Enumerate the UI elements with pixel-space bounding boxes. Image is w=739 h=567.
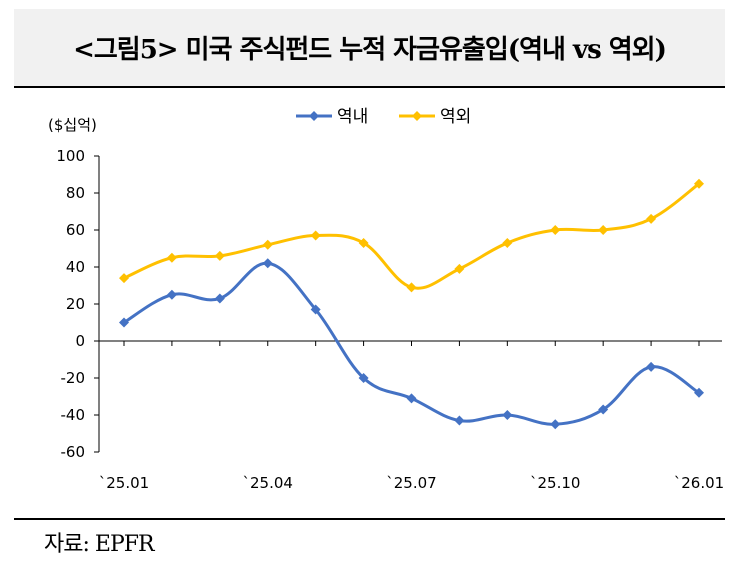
data-point-marker — [406, 282, 417, 293]
bottom-rule — [14, 518, 725, 520]
legend-label: 역내 — [337, 107, 368, 127]
data-point-marker — [598, 225, 609, 235]
unit-label: ($십억) — [48, 116, 97, 134]
data-point-marker — [358, 373, 369, 383]
data-point-marker — [406, 393, 417, 404]
data-point-marker — [454, 415, 465, 426]
data-point-marker — [646, 213, 657, 224]
data-point-marker — [550, 419, 561, 430]
y-tick-label: 0 — [75, 332, 85, 350]
y-tick-label: -20 — [61, 369, 86, 387]
data-point-marker — [502, 237, 513, 248]
y-tick-label: 80 — [66, 184, 85, 202]
y-tick-label: 20 — [66, 295, 85, 313]
legend-label: 역외 — [440, 107, 471, 127]
data-point-marker — [262, 239, 273, 250]
data-point-marker — [166, 252, 177, 263]
data-point-marker — [358, 237, 369, 248]
data-point-marker — [214, 250, 225, 261]
legend-marker — [309, 111, 319, 121]
data-point-marker — [119, 317, 129, 328]
y-tick-label: -40 — [61, 406, 86, 424]
y-tick-label: -60 — [61, 443, 86, 461]
x-tick-label: `25.01 — [99, 474, 149, 492]
data-point-marker — [310, 304, 321, 315]
top-rule — [14, 86, 725, 88]
series-line-2 — [123, 182, 700, 290]
data-point-marker — [166, 289, 177, 300]
data-point-marker — [598, 404, 609, 415]
legend-marker — [412, 111, 422, 121]
x-tick-label: `25.04 — [243, 474, 293, 492]
data-point-marker — [646, 361, 657, 372]
data-point-marker — [214, 293, 225, 304]
data-point-marker — [119, 273, 129, 284]
y-tick-label: 40 — [66, 258, 85, 276]
data-point-marker — [310, 230, 321, 241]
data-point-marker — [502, 410, 513, 420]
data-point-marker — [550, 225, 561, 235]
x-tick-label: `25.07 — [386, 474, 436, 492]
data-point-marker — [694, 387, 704, 398]
data-point-marker — [262, 258, 273, 269]
data-point-marker — [454, 263, 465, 274]
source-note: 자료: EPFR — [44, 532, 155, 557]
data-point-marker — [694, 178, 704, 189]
x-tick-label: `26.01 — [674, 474, 724, 492]
chart-title: <그림5> 미국 주식펀드 누적 자금유출입(역내 vs 역외) — [73, 35, 667, 65]
y-tick-label: 60 — [66, 221, 85, 239]
y-tick-label: 100 — [56, 147, 85, 165]
x-tick-label: `25.10 — [530, 474, 580, 492]
title-band — [14, 9, 725, 86]
